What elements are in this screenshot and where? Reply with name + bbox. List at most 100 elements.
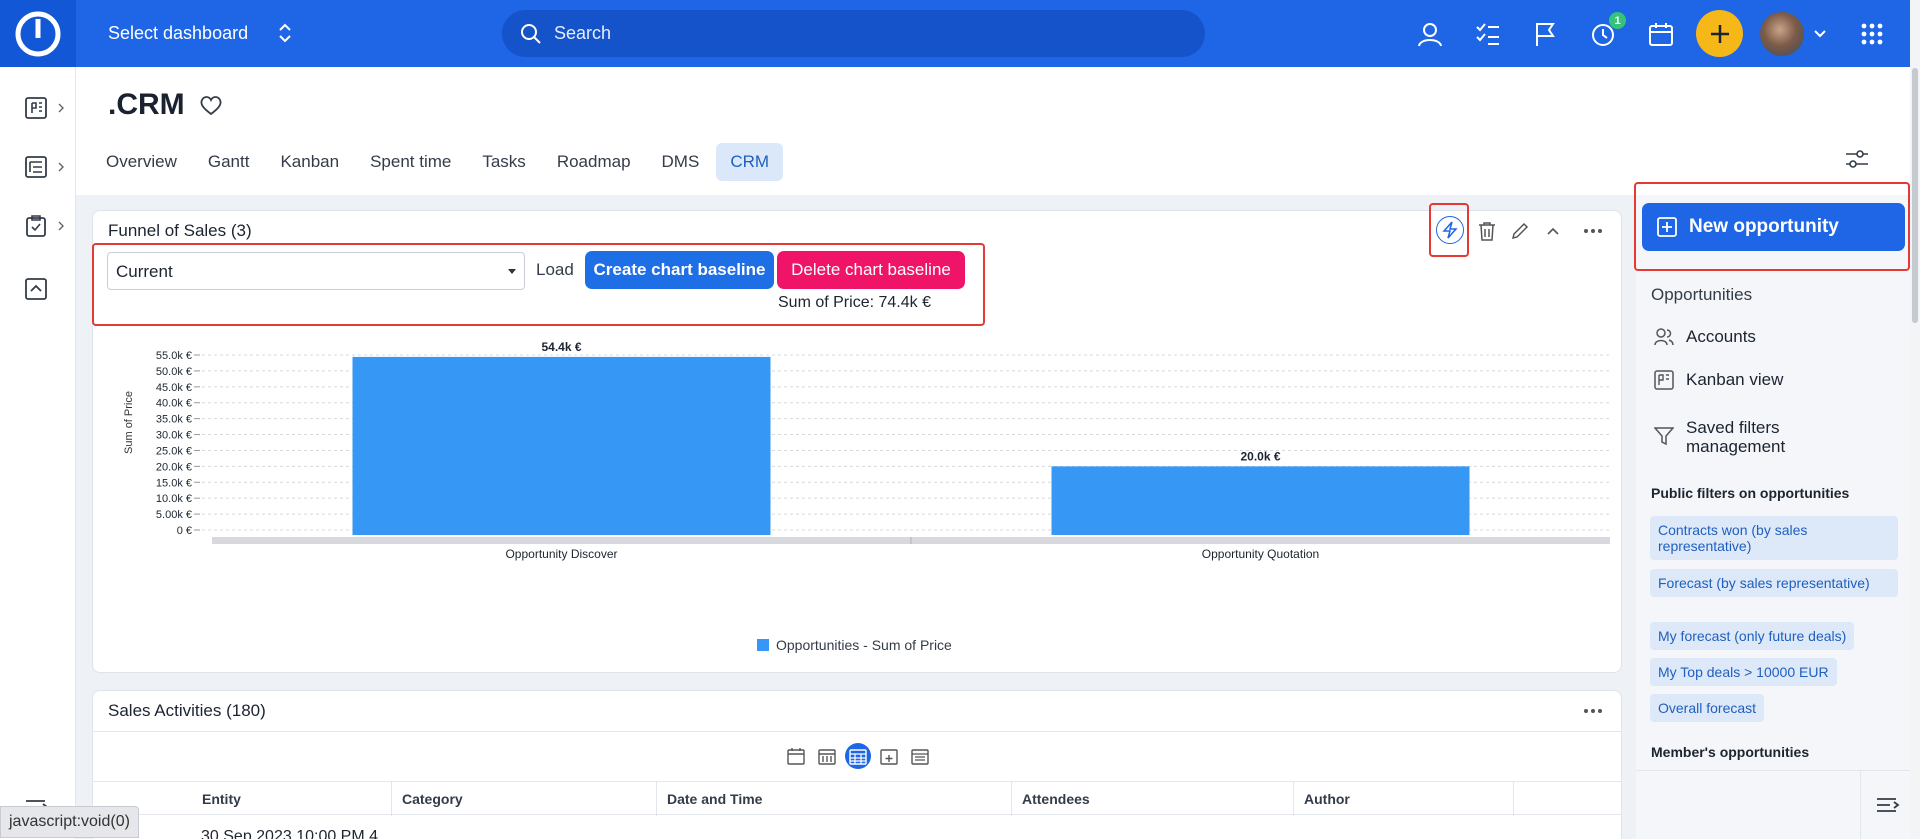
y-tick-label: 40.0k € — [156, 398, 192, 410]
scrollbar-thumb[interactable] — [1912, 68, 1918, 323]
divider — [1860, 770, 1861, 839]
tab-gantt[interactable]: Gantt — [207, 152, 250, 171]
public-filter-overall-forecast[interactable]: Overall forecast — [1650, 694, 1765, 722]
chevron-right-icon — [58, 103, 64, 113]
new-opportunity-button[interactable]: New opportunity — [1642, 203, 1905, 251]
y-tick-label: 35.0k € — [156, 414, 192, 426]
right-panel-toggle-icon[interactable] — [1876, 795, 1902, 815]
sum-of-price: Sum of Price: 74.4k € — [778, 294, 931, 311]
sidebar-item-accounts[interactable]: Accounts — [1654, 327, 1756, 347]
sidebar-item-tasks[interactable] — [25, 211, 65, 241]
tab-crm[interactable]: CRM — [716, 143, 784, 181]
sales-activities-title: Sales Activities (180) — [108, 701, 266, 720]
lightning-icon[interactable] — [1436, 216, 1464, 244]
chevron-right-icon — [58, 221, 64, 231]
funnel-chart: Sum of Price 0 € 5.00k € 10.0k € 15.0k € 20.0… — [123, 340, 1610, 653]
logo-icon — [15, 11, 61, 56]
apps-grid-icon[interactable] — [1858, 20, 1886, 48]
calendar-icon[interactable] — [1647, 20, 1675, 48]
calendar-view-switcher — [783, 743, 933, 769]
funnel-title: Funnel of Sales (3) — [108, 221, 252, 240]
load-link[interactable]: Load — [536, 260, 574, 279]
accounts-label: Accounts — [1686, 327, 1756, 346]
x-tick-label: Opportunity Quotation — [1202, 547, 1319, 561]
updown-chevron-icon — [279, 23, 291, 43]
new-opportunity-label: New opportunity — [1689, 216, 1839, 237]
left-sidebar — [0, 67, 76, 839]
tab-spent-time[interactable]: Spent time — [370, 152, 452, 171]
data-label: 20.0k € — [1240, 449, 1280, 463]
user-icon[interactable] — [1416, 20, 1444, 48]
th-entity[interactable]: Entity — [192, 782, 392, 816]
avatar[interactable] — [1760, 12, 1804, 56]
public-filter-contracts-won[interactable]: Contracts won (by sales representative) — [1650, 516, 1898, 560]
tab-dms[interactable]: DMS — [661, 152, 700, 171]
clipboard-check-icon — [26, 215, 46, 237]
divider — [92, 731, 1622, 732]
x-tick-label: Opportunity Discover — [505, 547, 617, 561]
app-logo[interactable] — [0, 0, 76, 67]
settings-sliders-icon[interactable] — [1845, 148, 1869, 170]
bar-opportunity-quotation — [1051, 466, 1470, 535]
chevron-up-icon[interactable] — [1540, 218, 1566, 244]
trash-icon[interactable] — [1474, 218, 1500, 244]
saved-filters-label: Saved filters management — [1686, 418, 1786, 456]
heart-icon[interactable] — [199, 94, 223, 116]
search-icon — [521, 23, 541, 44]
edit-pencil-icon[interactable] — [1507, 218, 1533, 244]
calendar-year-icon[interactable] — [907, 743, 933, 769]
hierarchy-icon — [25, 156, 47, 178]
tab-tasks[interactable]: Tasks — [482, 152, 526, 171]
y-tick-label: 10.0k € — [156, 493, 192, 505]
activities-more-icon[interactable] — [1580, 698, 1606, 724]
th-date-time[interactable]: Date and Time — [657, 782, 1012, 816]
highlight-lightning — [1429, 203, 1469, 257]
search-bar[interactable] — [502, 10, 1205, 57]
quick-add-button[interactable] — [1696, 10, 1743, 57]
project-tabs: Overview Gantt Kanban Spent time Tasks R… — [92, 143, 786, 181]
tab-overview[interactable]: Overview — [106, 152, 177, 171]
th-attendees[interactable]: Attendees — [1012, 782, 1294, 816]
legend-swatch — [757, 639, 769, 651]
delete-baseline-button[interactable]: Delete chart baseline — [777, 251, 965, 289]
sidebar-item-saved-filters[interactable]: Saved filters management — [1654, 418, 1894, 456]
status-bar: javascript:void(0) — [0, 806, 139, 838]
page-title-text: .CRM — [108, 88, 185, 121]
create-baseline-button[interactable]: Create chart baseline — [585, 251, 774, 289]
public-filter-my-forecast[interactable]: My forecast (only future deals) — [1650, 622, 1855, 650]
th-author[interactable]: Author — [1294, 782, 1514, 816]
more-options-icon[interactable] — [1580, 218, 1606, 244]
sidebar-item-dashboard[interactable] — [25, 93, 65, 123]
chevron-down-icon[interactable] — [1810, 20, 1830, 48]
top-bar: Select dashboard 1 — [0, 0, 1910, 67]
dashboard-icon — [25, 97, 47, 119]
members-opportunities-heading: Member's opportunities — [1651, 744, 1810, 760]
calendar-month-icon[interactable] — [845, 743, 871, 769]
flag-icon[interactable] — [1531, 20, 1559, 48]
y-tick-label: 20.0k € — [156, 461, 192, 473]
sidebar-item-projects[interactable] — [25, 152, 65, 182]
opportunities-heading[interactable]: Opportunities — [1651, 285, 1753, 304]
tab-roadmap[interactable]: Roadmap — [556, 152, 631, 171]
timer-icon[interactable] — [1589, 20, 1617, 48]
table-row[interactable]: 30 Sep 2023 10:00 PM 4 — [201, 828, 379, 839]
public-filter-forecast[interactable]: Forecast (by sales representative) — [1650, 569, 1898, 597]
sidebar-item-kanban-view[interactable]: Kanban view — [1654, 370, 1783, 390]
public-filter-top-deals[interactable]: My Top deals > 10000 EUR — [1650, 658, 1837, 686]
baseline-select[interactable]: Current — [107, 252, 525, 290]
calendar-day-icon[interactable] — [783, 743, 809, 769]
y-tick-label: 5.00k € — [156, 509, 192, 521]
select-dashboard[interactable]: Select dashboard — [108, 22, 292, 44]
collapse-up-icon — [25, 278, 47, 300]
tab-kanban[interactable]: Kanban — [280, 152, 340, 171]
calendar-add-icon[interactable] — [876, 743, 902, 769]
y-tick-label: 25.0k € — [156, 445, 192, 457]
sidebar-item-collapse[interactable] — [25, 274, 65, 304]
search-input[interactable] — [554, 23, 1154, 44]
page-scrollbar[interactable] — [1910, 0, 1920, 839]
select-caret-icon — [508, 269, 516, 274]
calendar-week-icon[interactable] — [814, 743, 840, 769]
highlight-new-opportunity — [1634, 182, 1910, 271]
th-category[interactable]: Category — [392, 782, 657, 816]
checklist-icon[interactable] — [1474, 20, 1502, 48]
